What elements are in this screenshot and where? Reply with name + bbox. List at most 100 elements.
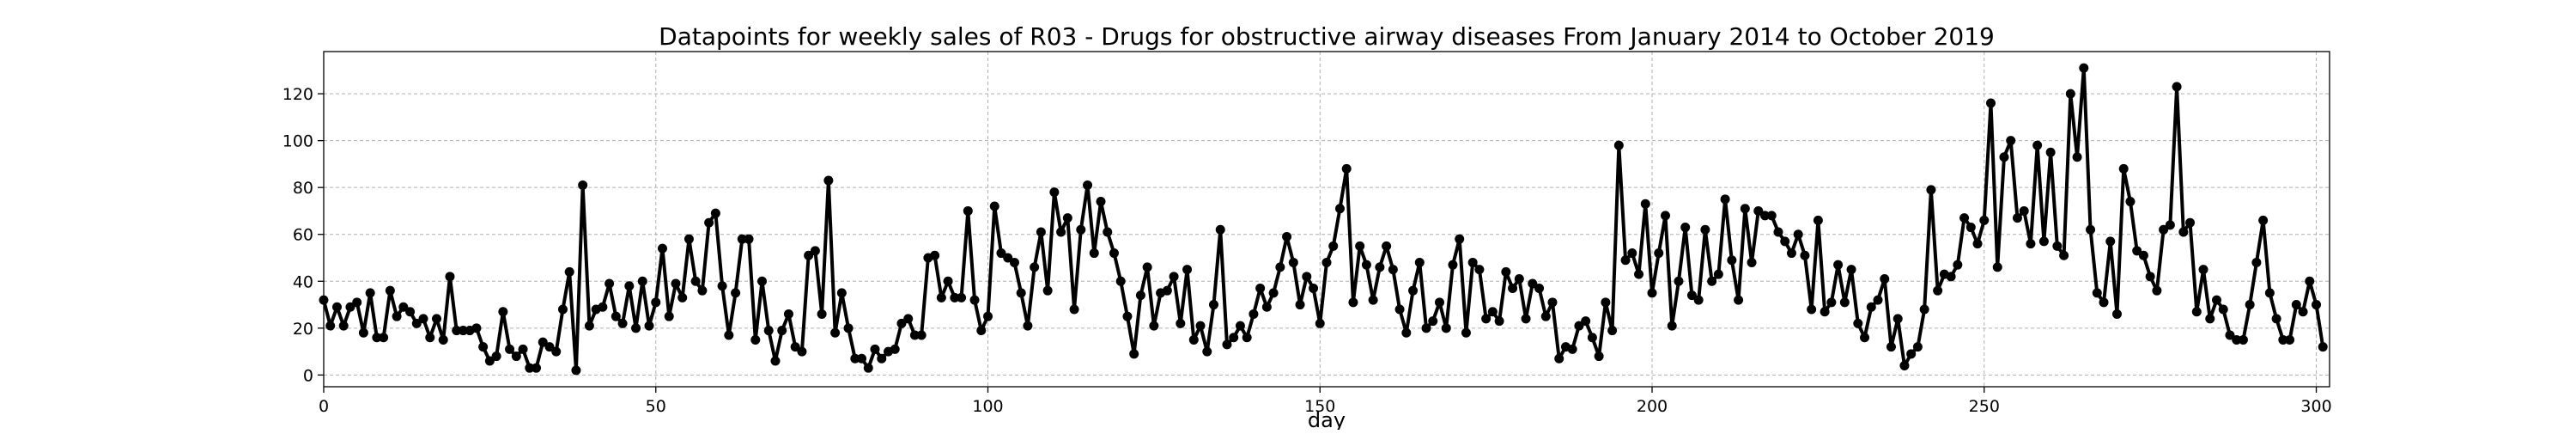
data-point: [2038, 236, 2049, 247]
data-point: [2092, 288, 2102, 298]
data-point: [1899, 360, 1910, 370]
data-point: [1414, 257, 1425, 267]
data-point: [331, 302, 342, 312]
x-tick-label: 250: [1969, 397, 2000, 416]
data-point: [385, 285, 395, 296]
data-point: [1647, 288, 1657, 298]
data-point: [1202, 346, 1212, 357]
data-point: [1893, 314, 1903, 324]
data-point: [2065, 89, 2075, 99]
data-point: [804, 250, 814, 260]
data-point: [750, 334, 761, 345]
data-point: [737, 234, 747, 244]
data-point: [1016, 288, 1026, 298]
data-point: [432, 314, 441, 324]
data-point: [863, 363, 873, 373]
data-point: [1886, 342, 1896, 352]
data-point: [1441, 323, 1451, 333]
data-point: [950, 292, 960, 303]
data-point: [1547, 297, 1558, 308]
data-point: [325, 321, 336, 331]
data-point: [1062, 213, 1072, 223]
data-point: [511, 351, 521, 362]
data-point: [817, 309, 827, 319]
data-point: [936, 292, 946, 303]
data-point: [379, 333, 389, 343]
data-point: [1295, 300, 1305, 310]
data-point: [1209, 300, 1218, 310]
series-line: [322, 66, 2325, 372]
data-point: [2111, 309, 2122, 319]
data-point: [1368, 295, 1378, 305]
data-point: [644, 321, 654, 331]
data-point: [1693, 295, 1704, 305]
data-point: [452, 326, 462, 336]
data-point: [2298, 307, 2308, 317]
data-point: [1979, 215, 1990, 225]
data-point: [1826, 297, 1837, 308]
data-point: [664, 311, 674, 321]
data-point: [830, 327, 841, 338]
data-point: [1222, 339, 1232, 350]
data-point: [2105, 236, 2116, 247]
data-point: [2318, 342, 2328, 352]
data-point: [1288, 257, 1298, 267]
data-point: [1786, 248, 1796, 259]
data-point: [1487, 307, 1498, 317]
data-point: [797, 346, 807, 357]
data-point: [903, 314, 914, 324]
data-point: [1334, 204, 1345, 214]
data-point: [1514, 274, 1524, 284]
data-point: [1388, 265, 1398, 275]
data-point: [338, 321, 349, 331]
data-point: [405, 307, 416, 317]
data-point: [352, 297, 362, 308]
data-point: [2052, 241, 2063, 251]
data-point: [1474, 265, 1485, 275]
data-point: [1953, 260, 1963, 270]
data-point: [2198, 265, 2208, 275]
data-point: [1846, 265, 1856, 275]
data-point: [1176, 318, 1186, 328]
data-point: [1129, 349, 1139, 359]
data-point: [1302, 272, 1312, 282]
data-point: [2132, 246, 2142, 256]
data-point: [2159, 224, 2169, 235]
data-point: [564, 266, 574, 277]
data-point: [445, 272, 455, 282]
data-point: [345, 302, 355, 312]
data-point: [1607, 326, 1618, 336]
data-point: [1587, 333, 1597, 343]
data-point: [1919, 304, 1929, 315]
data-point: [1534, 283, 1545, 293]
data-point: [916, 330, 927, 340]
data-point: [930, 250, 940, 260]
data-point: [957, 292, 967, 303]
data-point: [1734, 295, 1744, 305]
data-point: [2045, 147, 2056, 157]
data-point: [1667, 321, 1677, 331]
data-point: [491, 351, 501, 362]
data-point: [1394, 304, 1405, 315]
data-point: [1853, 318, 1863, 328]
x-tick-label: 200: [1637, 397, 1668, 416]
data-point: [1162, 285, 1172, 296]
data-point: [2059, 250, 2069, 260]
data-point: [2232, 334, 2242, 345]
data-point: [657, 243, 667, 254]
data-point: [909, 330, 920, 340]
y-tick-label: 80: [293, 179, 313, 198]
data-point: [1873, 295, 1883, 305]
data-point: [2172, 82, 2182, 92]
data-point: [2079, 63, 2089, 73]
data-point: [1674, 276, 1684, 286]
data-point: [1999, 152, 2009, 162]
data-point: [757, 276, 768, 286]
data-point: [770, 356, 781, 366]
data-point: [2006, 136, 2016, 146]
data-point: [1813, 215, 1823, 225]
data-point: [544, 342, 555, 352]
data-point: [1309, 283, 1319, 293]
data-point: [578, 180, 588, 190]
data-point: [870, 344, 880, 354]
